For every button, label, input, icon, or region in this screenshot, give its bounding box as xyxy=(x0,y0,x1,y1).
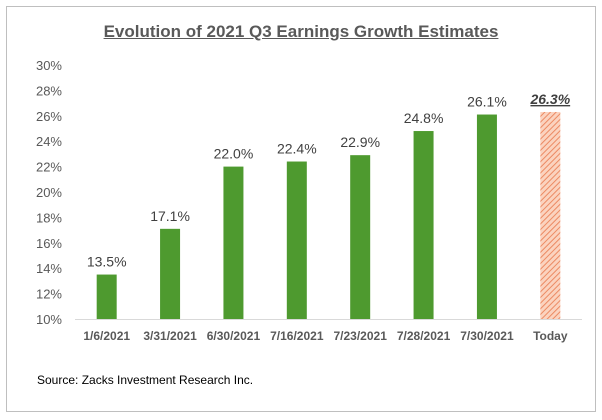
y-tick-label: 18% xyxy=(36,210,62,225)
x-tick-label: 7/30/2021 xyxy=(460,329,514,343)
source-note: Source: Zacks Investment Research Inc. xyxy=(37,373,254,387)
y-tick-label: 12% xyxy=(36,287,62,302)
bar xyxy=(350,155,371,319)
x-tick-label: 7/16/2021 xyxy=(270,329,324,343)
y-tick-label: 22% xyxy=(36,160,62,175)
y-tick-label: 24% xyxy=(36,134,62,149)
x-tick-label: 1/6/2021 xyxy=(83,329,130,343)
y-tick-label: 14% xyxy=(36,261,62,276)
data-label: 26.3% xyxy=(529,91,570,107)
data-label: 22.0% xyxy=(214,146,254,162)
data-label: 26.1% xyxy=(467,94,507,110)
y-tick-label: 20% xyxy=(36,185,62,200)
data-label: 24.8% xyxy=(404,110,444,126)
data-label: 13.5% xyxy=(87,254,127,270)
data-label: 22.9% xyxy=(340,134,380,150)
bar xyxy=(413,131,434,319)
chart-title: Evolution of 2021 Q3 Earnings Growth Est… xyxy=(103,22,499,41)
y-tick-label: 10% xyxy=(36,312,62,327)
x-tick-label: Today xyxy=(533,329,568,343)
bar xyxy=(223,166,244,319)
x-tick-label: 7/28/2021 xyxy=(397,329,451,343)
bar xyxy=(476,114,497,319)
y-tick-label: 28% xyxy=(36,83,62,98)
x-tick-label: 6/30/2021 xyxy=(207,329,261,343)
bar xyxy=(96,274,117,319)
y-tick-label: 26% xyxy=(36,109,62,124)
bar xyxy=(540,111,561,320)
y-tick-label: 16% xyxy=(36,236,62,251)
data-label: 22.4% xyxy=(277,141,317,157)
x-tick-label: 3/31/2021 xyxy=(143,329,197,343)
data-label: 17.1% xyxy=(150,208,190,224)
bar xyxy=(286,161,307,319)
x-tick-label: 7/23/2021 xyxy=(333,329,387,343)
y-tick-label: 30% xyxy=(36,58,62,73)
bar xyxy=(160,228,181,319)
